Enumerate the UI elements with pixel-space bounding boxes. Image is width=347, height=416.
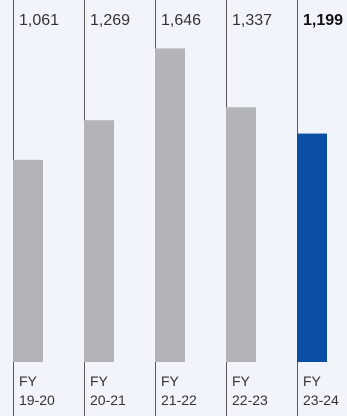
category-label-line2: 22-23 — [232, 392, 268, 408]
bar — [84, 120, 114, 362]
category-label-line1: FY — [19, 373, 38, 389]
category-label-line2: 20-21 — [90, 392, 126, 408]
category-label-line1: FY — [161, 373, 180, 389]
category-label-line2: 21-22 — [161, 392, 197, 408]
data-label: 1,646 — [161, 12, 201, 29]
bar — [155, 48, 185, 363]
data-label: 1,061 — [19, 12, 59, 29]
category-label-line2: 23-24 — [303, 392, 339, 408]
category-label-line1: FY — [90, 373, 109, 389]
category-label-line1: FY — [232, 373, 251, 389]
category-label-line1: FY — [303, 373, 322, 389]
data-label: 1,269 — [90, 12, 130, 29]
bar — [13, 159, 43, 362]
category-label-line2: 19-20 — [19, 392, 55, 408]
data-label: 1,199 — [303, 12, 343, 29]
bar — [226, 107, 256, 362]
bar — [297, 133, 327, 362]
data-label: 1,337 — [232, 12, 272, 29]
